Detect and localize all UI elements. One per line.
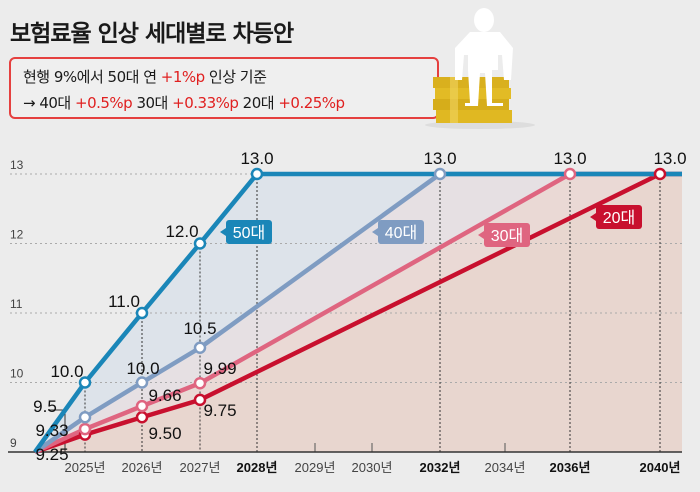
data-point [78, 422, 92, 436]
data-point [250, 167, 264, 181]
data-point [78, 411, 92, 424]
person-icon [455, 8, 513, 106]
highlight-rate: +0.5%p [75, 94, 133, 112]
data-label: 13.0 [423, 149, 456, 168]
legend-box [596, 205, 642, 229]
highlight-rate: +0.25%p [278, 94, 345, 112]
note-box: 현행 9%에서 50대 연 +1%p 인상 기준 → 40대 +0.5%p 30… [9, 57, 439, 119]
y-tick-label: 10 [10, 367, 24, 381]
data-point [78, 376, 92, 389]
data-label: 10.5 [183, 319, 216, 338]
data-label: 13.0 [653, 149, 686, 168]
note-text: 현행 9%에서 50대 연 [23, 68, 161, 86]
data-label: 11.0 [108, 292, 140, 311]
data-point [193, 237, 207, 250]
data-point [193, 393, 207, 407]
data-label: 9.50 [148, 424, 181, 443]
legend-label: 20대 [603, 209, 636, 227]
page-title: 보험료율 인상 세대별로 차등안 [10, 21, 294, 47]
highlight-rate: +1%p [160, 68, 205, 86]
x-tick-label: 2028년 [237, 460, 278, 475]
data-label: 9.66 [148, 386, 181, 405]
legend-tag-40대: 40대 [372, 220, 424, 244]
data-label: 9.25 [35, 445, 68, 464]
x-tick-label: 2027년 [180, 460, 221, 475]
data-point [563, 167, 577, 181]
x-tick-label: 2036년 [550, 460, 591, 475]
note-text: 30대 [132, 94, 173, 112]
x-tick-label: 2025년 [65, 460, 106, 475]
legend-box [226, 220, 272, 244]
x-tick-label: 2034년 [485, 460, 526, 475]
legend-label: 30대 [491, 227, 524, 245]
y-tick-label: 12 [10, 228, 24, 242]
x-tick-label: 2032년 [420, 460, 461, 475]
x-tick-label: 2030년 [352, 460, 393, 475]
data-point [193, 376, 207, 390]
legend-pointer [590, 213, 596, 221]
highlight-rate: +0.33%p [172, 94, 239, 112]
x-tick-label: 2040년 [640, 460, 681, 475]
legend-label: 40대 [385, 224, 418, 242]
legend-tag-20대: 20대 [590, 205, 642, 229]
y-tick-label: 13 [10, 158, 24, 172]
data-point [433, 167, 447, 181]
legend-tag-30대: 30대 [478, 223, 530, 247]
data-label: 9.75 [203, 401, 236, 420]
note-line-1: 현행 9%에서 50대 연 +1%p 인상 기준 [23, 66, 267, 87]
legend-label: 50대 [233, 224, 266, 242]
note-text: → 40대 [23, 94, 75, 112]
data-label: 9.33 [35, 421, 68, 440]
data-label: 10.0 [126, 359, 159, 378]
note-line-2: → 40대 +0.5%p 30대 +0.33%p 20대 +0.25%p [23, 92, 345, 113]
data-point [653, 167, 667, 181]
data-label: 9.5 [33, 397, 57, 416]
note-text: 인상 기준 [204, 68, 267, 86]
data-point [135, 376, 149, 389]
data-point [135, 399, 149, 413]
data-point [135, 306, 149, 320]
x-tick-label: 2026년 [122, 460, 163, 475]
legend-pointer [478, 231, 484, 239]
legend-box [484, 223, 530, 247]
data-point [135, 411, 149, 424]
legend-pointer [372, 228, 378, 236]
legend-pointer [220, 228, 226, 236]
data-label: 9.99 [203, 359, 236, 378]
note-text: 20대 [238, 94, 279, 112]
x-tick-label: 2029년 [295, 460, 336, 475]
legend-tag-50대: 50대 [220, 220, 272, 244]
legend-box [378, 220, 424, 244]
y-tick-label: 9 [10, 436, 17, 450]
data-label: 10.0 [50, 362, 83, 381]
data-label: 13.0 [553, 149, 586, 168]
y-tick-label: 11 [10, 297, 23, 311]
data-label: 12.0 [165, 222, 198, 241]
data-label: 13.0 [240, 149, 273, 168]
data-point [193, 341, 207, 354]
